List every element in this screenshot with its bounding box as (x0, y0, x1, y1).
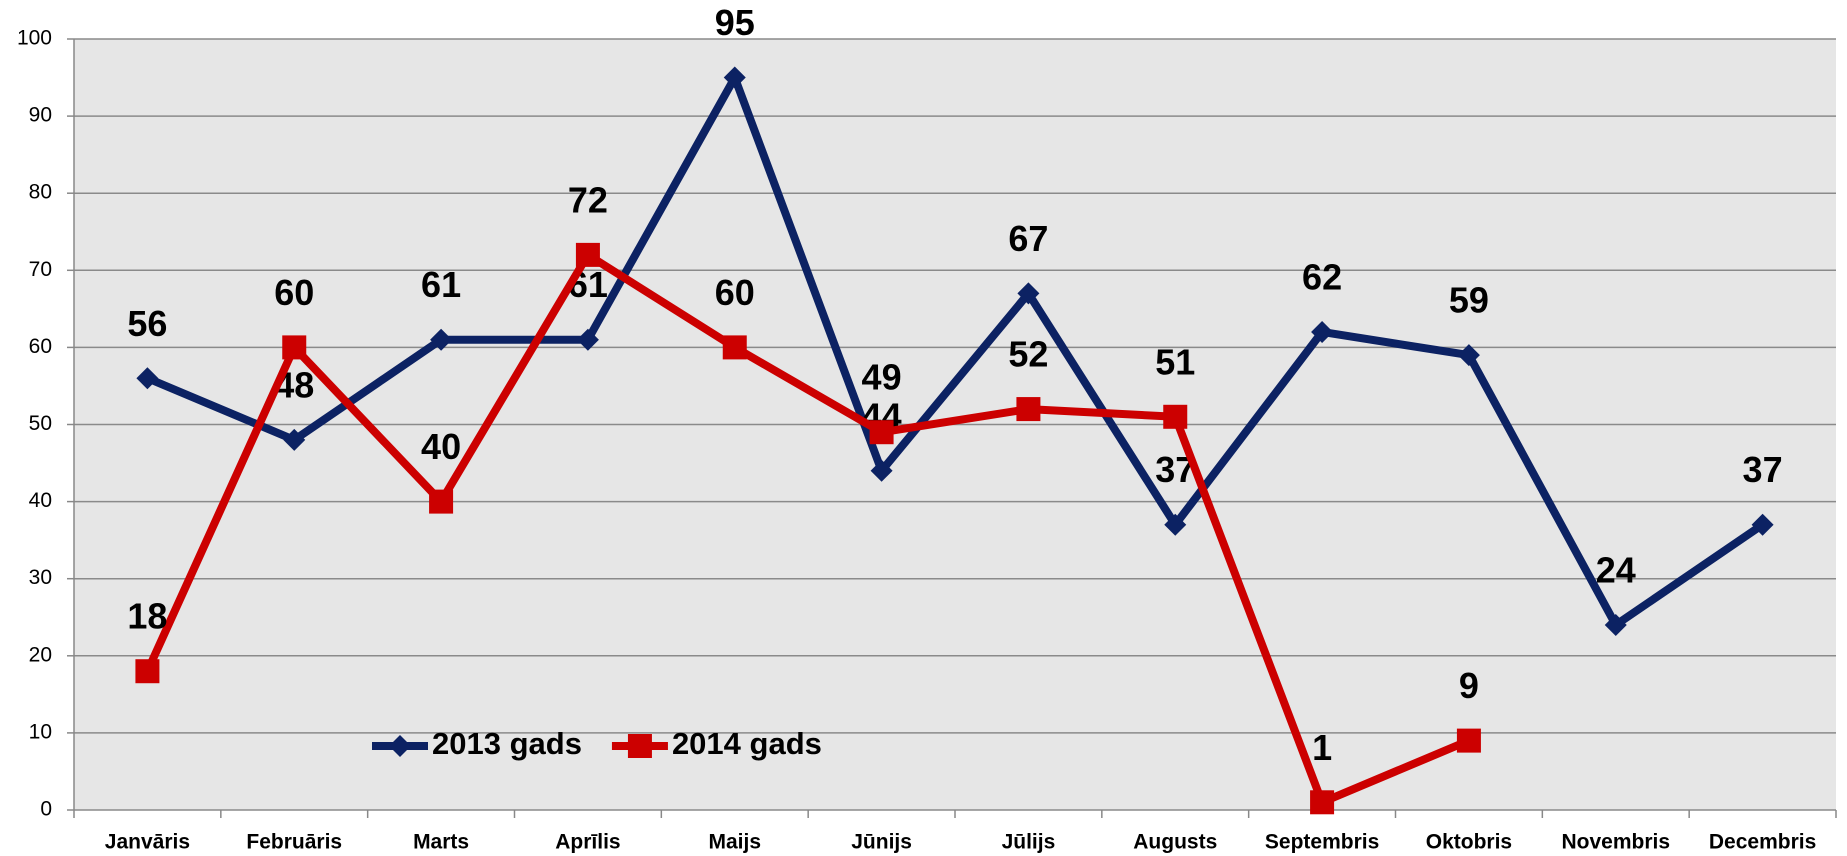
data-label: 52 (1008, 334, 1048, 375)
y-tick-label: 30 (29, 566, 52, 589)
x-tick-label: Decembris (1709, 831, 1816, 854)
point-marker (1164, 513, 1187, 536)
x-tick-label: Jūlijs (1002, 831, 1056, 854)
data-label: 24 (1596, 549, 1636, 590)
data-label: 60 (274, 272, 314, 313)
y-tick-label: 10 (29, 720, 52, 743)
y-tick-label: 50 (29, 412, 52, 435)
point-marker (282, 335, 307, 360)
legend-label: 2014 gads (672, 726, 822, 761)
x-tick-label: Aprīlis (555, 831, 620, 854)
y-tick-label: 60 (29, 335, 52, 358)
point-marker (136, 367, 159, 390)
data-label: 40 (421, 426, 461, 467)
legend-marker (627, 734, 652, 758)
point-marker (1017, 282, 1040, 305)
data-label: 60 (715, 272, 755, 313)
x-tick-label: Janvāris (105, 831, 190, 854)
data-label: 95 (715, 2, 755, 43)
point-marker (575, 242, 600, 267)
data-label: 37 (1743, 449, 1783, 490)
data-label: 18 (127, 596, 167, 637)
point-marker (576, 328, 599, 351)
x-tick-label: Jūnijs (851, 831, 912, 854)
y-tick-label: 0 (40, 798, 52, 821)
y-tick-label: 20 (29, 643, 52, 666)
y-tick-label: 80 (29, 181, 52, 204)
x-tick-label: Oktobris (1426, 831, 1512, 854)
legend-marker (389, 735, 411, 757)
x-tick-label: Septembris (1265, 831, 1379, 854)
data-label: 61 (421, 264, 461, 305)
series-line (143, 250, 1471, 807)
x-tick-label: Marts (413, 831, 469, 854)
point-marker (429, 489, 454, 514)
x-tick-label: Novembris (1561, 831, 1670, 854)
data-label: 59 (1449, 280, 1489, 321)
y-tick-label: 100 (17, 27, 52, 50)
data-label: 62 (1302, 256, 1342, 297)
data-label: 49 (862, 357, 902, 398)
point-marker (723, 66, 746, 89)
point-marker (1311, 320, 1334, 343)
point-marker (1457, 344, 1480, 367)
x-tick-label: Februāris (246, 831, 342, 854)
x-tick-label: Maijs (708, 831, 761, 854)
point-marker (283, 428, 306, 451)
data-label: 67 (1008, 218, 1048, 259)
data-label: 56 (127, 303, 167, 344)
legend-label: 2013 gads (432, 726, 582, 761)
y-tick-label: 40 (29, 489, 52, 512)
point-marker (135, 659, 160, 684)
point-marker (430, 328, 453, 351)
data-label: 9 (1459, 665, 1479, 706)
point-marker (1751, 513, 1774, 536)
point-marker (1016, 397, 1041, 422)
y-tick-label: 90 (29, 104, 52, 127)
point-marker (1456, 728, 1481, 753)
point-marker (869, 420, 894, 445)
y-tick-label: 70 (29, 258, 52, 281)
point-marker (1604, 613, 1627, 636)
point-marker (870, 459, 893, 482)
data-label: 51 (1155, 341, 1195, 382)
data-label: 1 (1312, 727, 1332, 768)
series-line (145, 73, 1765, 629)
point-marker (1310, 790, 1335, 815)
point-marker (722, 335, 747, 360)
point-marker (1163, 404, 1188, 429)
data-label: 72 (568, 179, 608, 220)
x-tick-label: Augusts (1133, 831, 1217, 854)
